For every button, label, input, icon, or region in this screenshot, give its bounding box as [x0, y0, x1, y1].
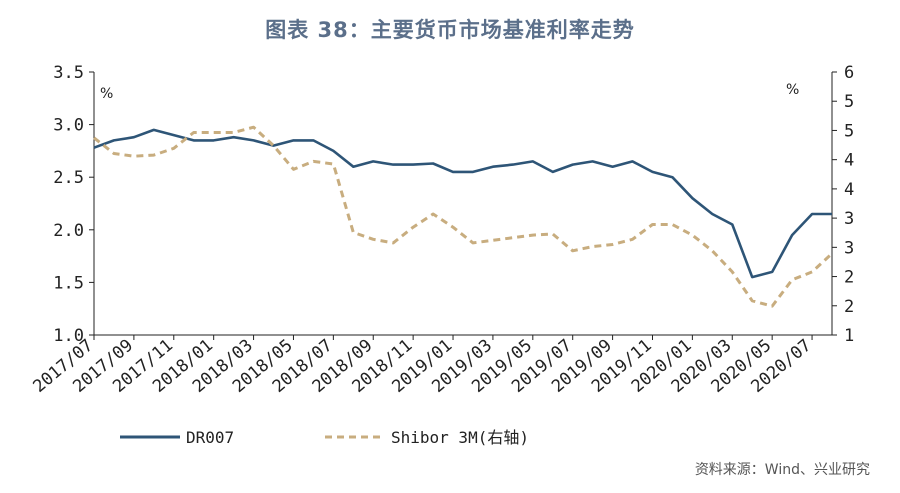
right-tick-label: 5: [844, 121, 854, 141]
left-tick-label: 3.0: [53, 116, 84, 136]
right-tick-label: 4: [844, 151, 854, 171]
legend-dr007-label: DR007: [186, 428, 234, 447]
right-tick-label: 3: [844, 238, 854, 258]
source-note: 资料来源：Wind、兴业研究: [694, 462, 870, 478]
legend: DR007 Shibor 3M(右轴): [120, 428, 529, 447]
right-tick-labels: 1 2 2 3 3 4 4 5 5 6: [832, 63, 854, 346]
x-tick-labels: 2017/072017/092017/112018/012018/032018/…: [29, 335, 815, 397]
series-lines: [93, 125, 834, 308]
left-tick-label: 1.0: [53, 326, 84, 346]
dr007-line: [93, 128, 832, 279]
right-tick-label: 4: [844, 180, 854, 200]
left-tick-label: 1.5: [53, 273, 84, 293]
chart-title: 图表 38：主要货币市场基准利率走势: [265, 18, 635, 42]
left-tick-label: 2.5: [53, 168, 84, 188]
left-tick-label: 3.5: [53, 63, 84, 83]
right-tick-label: 1: [844, 326, 854, 346]
right-tick-label: 3: [844, 209, 854, 229]
right-tick-label: 2: [844, 268, 854, 288]
right-tick-label: 5: [844, 92, 854, 112]
shibor-3m-line: [93, 125, 834, 308]
legend-shibor-label: Shibor 3M(右轴): [391, 428, 529, 447]
left-tick-label: 2.0: [53, 221, 84, 241]
left-tick-labels: 1.0 1.5 2.0 2.5 3.0 3.5: [53, 63, 94, 346]
right-tick-label: 2: [844, 297, 854, 317]
right-tick-label: 6: [844, 63, 854, 83]
left-unit-label: %: [100, 86, 113, 102]
right-unit-label: %: [786, 82, 799, 98]
